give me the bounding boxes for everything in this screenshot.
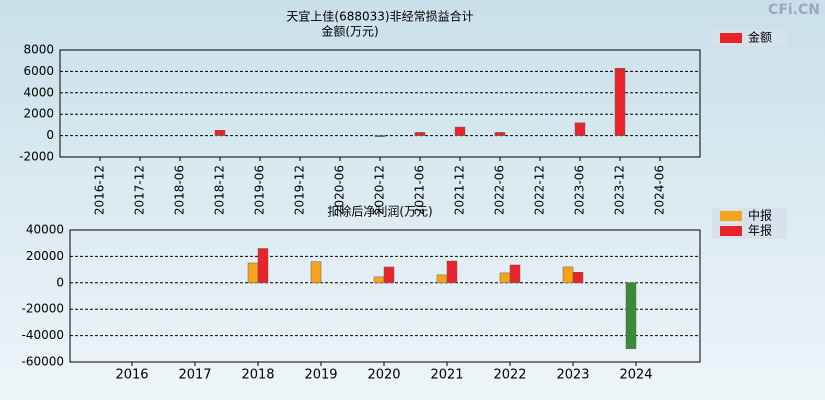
bar <box>436 274 448 284</box>
x-tick-label: 2016-12 <box>93 165 107 215</box>
x-tick-label: 2018-06 <box>173 165 187 215</box>
plot-area <box>59 49 701 158</box>
y-tick-label: -2000 <box>19 150 54 164</box>
bar <box>494 132 506 136</box>
bar <box>509 264 521 284</box>
x-tick-label: 2020 <box>367 368 400 383</box>
x-tick-label: 2016 <box>115 368 148 383</box>
bar <box>414 132 426 136</box>
x-tick-label: 2022 <box>493 368 526 383</box>
bar <box>454 126 466 136</box>
x-tick-label: 2024-06 <box>653 165 667 215</box>
x-tick-label: 2023 <box>556 368 589 383</box>
y-tick-label: -40000 <box>21 328 64 342</box>
chart-subtitle: 金额(万元) <box>321 24 378 39</box>
x-tick-label: 2017-12 <box>133 165 147 215</box>
bar <box>214 130 226 136</box>
chart-title: 天宜上佳(688033)非经常损益合计 <box>286 9 473 24</box>
legend-label: 年报 <box>748 223 772 238</box>
bar <box>574 122 586 136</box>
y-tick-label: 4000 <box>23 85 54 99</box>
y-tick-label: 20000 <box>26 249 64 263</box>
x-tick-label: 2021-12 <box>453 165 467 215</box>
legend-swatch <box>720 226 742 236</box>
bar <box>446 260 458 284</box>
legend-swatch <box>720 211 742 221</box>
x-tick-label: 2020-12 <box>373 165 387 215</box>
bar <box>572 271 584 284</box>
y-tick-label: 0 <box>56 275 64 289</box>
plot-area <box>69 229 701 363</box>
legend-label: 中报 <box>748 208 772 223</box>
x-tick-label: 2021 <box>430 368 463 383</box>
x-tick-label: 2018 <box>241 368 274 383</box>
x-tick-label: 2019 <box>304 368 337 383</box>
x-tick-label: 2019-12 <box>293 165 307 215</box>
chart-title: 扣除后净利润(万元) <box>327 204 432 219</box>
x-tick-label: 2017 <box>178 368 211 383</box>
bar <box>499 272 511 284</box>
y-tick-label: -60000 <box>21 355 64 369</box>
x-tick-label: 2019-06 <box>253 165 267 215</box>
x-tick-label: 2023-12 <box>613 165 627 215</box>
y-tick-label: 0 <box>46 128 54 142</box>
y-tick-label: -20000 <box>21 302 64 316</box>
x-tick-label: 2018-12 <box>213 165 227 215</box>
bar <box>374 135 386 137</box>
bar <box>562 266 574 284</box>
x-tick-label: 2023-06 <box>573 165 587 215</box>
x-tick-label: 2022-12 <box>533 165 547 215</box>
x-tick-label: 2024 <box>619 368 652 383</box>
bar <box>310 261 322 284</box>
bar <box>383 266 395 284</box>
x-tick-label: 2022-06 <box>493 165 507 215</box>
legend-swatch <box>720 33 742 43</box>
y-tick-label: 2000 <box>23 107 54 121</box>
x-tick-label: 2021-06 <box>413 165 427 215</box>
bar <box>614 67 626 136</box>
legend-label: 金额 <box>748 30 772 45</box>
bar <box>257 248 269 284</box>
y-tick-label: 8000 <box>23 43 54 57</box>
bar <box>373 276 385 284</box>
y-tick-label: 6000 <box>23 64 54 78</box>
bar <box>247 262 259 284</box>
x-tick-label: 2020-06 <box>333 165 347 215</box>
bar <box>625 282 637 350</box>
y-tick-label: 40000 <box>26 223 64 237</box>
watermark: CFi.CN <box>768 2 820 18</box>
